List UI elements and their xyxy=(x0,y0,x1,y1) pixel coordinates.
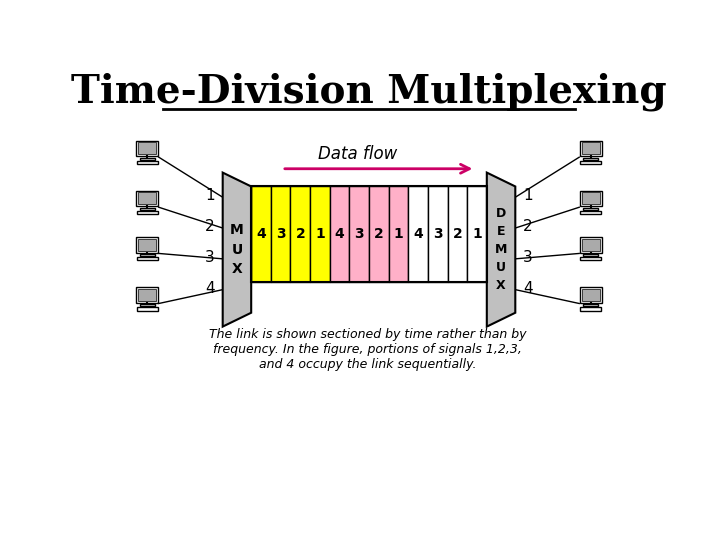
Text: 3: 3 xyxy=(205,250,215,265)
Bar xyxy=(389,186,408,282)
Text: 2: 2 xyxy=(523,219,533,234)
Text: 4: 4 xyxy=(523,281,533,295)
Text: 3: 3 xyxy=(433,227,443,241)
Bar xyxy=(140,304,155,306)
Bar xyxy=(583,158,598,160)
Bar xyxy=(138,143,156,154)
Text: 1: 1 xyxy=(315,227,325,241)
Bar xyxy=(140,208,155,210)
Bar xyxy=(136,287,158,302)
Text: 4: 4 xyxy=(256,227,266,241)
Text: M
U
X: M U X xyxy=(230,223,244,276)
Bar xyxy=(583,208,598,210)
Text: 3: 3 xyxy=(354,227,364,241)
Text: The link is shown sectioned by time rather than by
frequency. In the figure, por: The link is shown sectioned by time rath… xyxy=(209,328,526,371)
Text: Time-Division Multiplexing: Time-Division Multiplexing xyxy=(71,72,667,111)
Text: 4: 4 xyxy=(205,281,215,295)
Bar xyxy=(137,307,158,310)
Text: 4: 4 xyxy=(335,227,344,241)
Text: D
E
M
U
X: D E M U X xyxy=(495,207,508,292)
Bar xyxy=(428,186,448,282)
Text: 2: 2 xyxy=(374,227,384,241)
Bar xyxy=(582,289,600,301)
Bar xyxy=(580,237,602,253)
Bar xyxy=(580,257,601,260)
Bar xyxy=(138,289,156,301)
Bar xyxy=(290,186,310,282)
Bar xyxy=(251,186,271,282)
Text: 1: 1 xyxy=(394,227,403,241)
Bar xyxy=(580,161,601,164)
Bar xyxy=(467,186,487,282)
Bar xyxy=(583,254,598,256)
Bar xyxy=(137,211,158,214)
Text: 4: 4 xyxy=(413,227,423,241)
Text: 1: 1 xyxy=(472,227,482,241)
Text: 2: 2 xyxy=(295,227,305,241)
Bar xyxy=(580,211,601,214)
Bar xyxy=(580,287,602,302)
Polygon shape xyxy=(487,173,516,327)
Bar xyxy=(580,191,602,206)
Bar xyxy=(580,140,602,156)
Bar xyxy=(582,143,600,154)
Text: 1: 1 xyxy=(523,188,533,203)
Bar xyxy=(582,192,600,205)
Bar xyxy=(583,304,598,306)
Bar xyxy=(330,186,349,282)
Bar xyxy=(310,186,330,282)
Polygon shape xyxy=(222,173,251,327)
Text: 3: 3 xyxy=(276,227,285,241)
Bar xyxy=(137,257,158,260)
Bar xyxy=(136,191,158,206)
Bar xyxy=(140,158,155,160)
Text: Data flow: Data flow xyxy=(318,145,397,164)
Bar xyxy=(140,254,155,256)
Bar xyxy=(137,161,158,164)
Bar xyxy=(136,237,158,253)
Bar xyxy=(580,307,601,310)
Bar xyxy=(136,140,158,156)
Text: 3: 3 xyxy=(523,250,533,265)
Bar xyxy=(349,186,369,282)
Bar xyxy=(138,239,156,251)
Bar xyxy=(369,186,389,282)
Bar xyxy=(408,186,428,282)
Text: 2: 2 xyxy=(205,219,215,234)
Text: 1: 1 xyxy=(205,188,215,203)
Text: 2: 2 xyxy=(452,227,462,241)
Bar xyxy=(138,192,156,205)
Bar xyxy=(251,186,487,282)
Bar xyxy=(582,239,600,251)
Bar xyxy=(448,186,467,282)
Bar xyxy=(271,186,290,282)
